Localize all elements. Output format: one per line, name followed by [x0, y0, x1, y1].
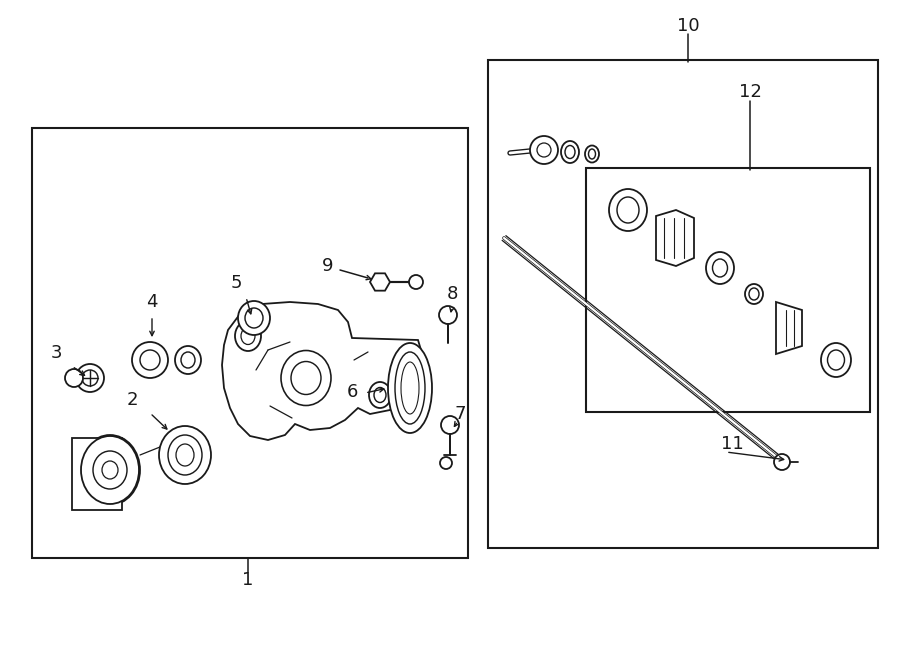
- Ellipse shape: [181, 352, 195, 368]
- Ellipse shape: [388, 343, 432, 433]
- Bar: [586, 168, 870, 412]
- Ellipse shape: [81, 436, 139, 504]
- Polygon shape: [370, 274, 390, 291]
- Ellipse shape: [245, 308, 263, 328]
- Text: 6: 6: [346, 383, 357, 401]
- Circle shape: [441, 416, 459, 434]
- Text: 5: 5: [230, 274, 242, 292]
- Text: 10: 10: [677, 17, 699, 35]
- Ellipse shape: [821, 343, 851, 377]
- Ellipse shape: [140, 350, 160, 370]
- Polygon shape: [222, 302, 424, 440]
- Circle shape: [440, 457, 452, 469]
- Ellipse shape: [561, 141, 579, 163]
- Circle shape: [409, 275, 423, 289]
- Circle shape: [439, 306, 457, 324]
- Circle shape: [163, 438, 173, 448]
- Ellipse shape: [159, 426, 211, 484]
- Text: 2: 2: [126, 391, 138, 409]
- Text: 9: 9: [322, 257, 334, 275]
- Text: 4: 4: [146, 293, 158, 311]
- Bar: [488, 60, 878, 548]
- Text: 3: 3: [50, 344, 62, 362]
- Ellipse shape: [238, 301, 270, 335]
- Ellipse shape: [745, 284, 763, 304]
- Ellipse shape: [175, 346, 201, 374]
- Ellipse shape: [80, 435, 140, 505]
- Circle shape: [530, 136, 558, 164]
- Ellipse shape: [369, 382, 391, 408]
- Ellipse shape: [609, 189, 647, 231]
- Text: 7: 7: [454, 405, 466, 423]
- Text: 12: 12: [739, 83, 761, 101]
- Text: 11: 11: [721, 435, 743, 453]
- Ellipse shape: [132, 342, 168, 378]
- Ellipse shape: [82, 370, 98, 386]
- Ellipse shape: [706, 252, 734, 284]
- Bar: [32, 128, 468, 558]
- Polygon shape: [656, 210, 694, 266]
- Text: 1: 1: [242, 571, 254, 589]
- Circle shape: [774, 454, 790, 470]
- Ellipse shape: [235, 321, 261, 351]
- Ellipse shape: [585, 145, 599, 163]
- Bar: [72, 438, 122, 510]
- Circle shape: [65, 369, 83, 387]
- Polygon shape: [776, 302, 802, 354]
- Ellipse shape: [76, 364, 104, 392]
- Text: 8: 8: [446, 285, 458, 303]
